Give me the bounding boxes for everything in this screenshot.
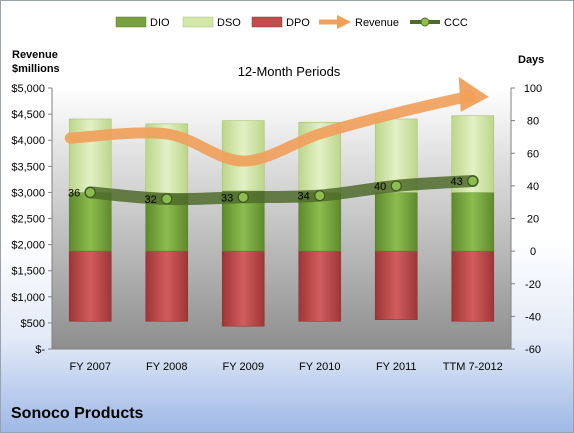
y-right-label: Days: [518, 54, 544, 66]
y-right-tick-label: 100: [524, 83, 542, 95]
y-right-tick-label: 80: [527, 116, 539, 128]
bar-dpo: [298, 250, 342, 322]
legend-label-dpo: DPO: [286, 17, 310, 29]
x-tick-label: FY 2010: [299, 361, 340, 373]
legend-item-dpo: DPO: [251, 16, 310, 29]
legend-label-ccc: CCC: [444, 17, 468, 29]
bar-dio: [374, 192, 418, 252]
y-left-tick-label: $3,500: [11, 161, 45, 173]
y-left-tick-label: $-: [35, 344, 45, 356]
bar-dio: [451, 192, 495, 252]
axes-layer: $- $500 $1,000 $1,500 $2,000 $2,500 $3,000 $3,5…: [11, 83, 542, 373]
company-name: Sonoco Products: [11, 405, 144, 422]
bar-dpo: [374, 250, 418, 320]
y-left-label-line-1: Revenue: [12, 49, 58, 61]
x-tick-label: FY 2009: [223, 361, 264, 373]
x-tick-label: FY 2008: [146, 361, 187, 373]
ccc-data-label: 40: [374, 181, 386, 193]
x-tick-label: FY 2011: [376, 361, 417, 373]
bar-dpo: [145, 250, 189, 322]
bar-dpo: [68, 250, 112, 322]
y-left-tick-label: $5,000: [11, 83, 45, 95]
y-right-tick-label: -60: [525, 344, 541, 356]
ccc-line: [84, 174, 479, 206]
y-left-tick-label: $1,500: [11, 266, 45, 278]
bar-dio: [68, 192, 112, 252]
y-left-tick-label: $2,500: [11, 214, 45, 226]
x-tick-label: FY 2007: [70, 361, 111, 373]
legend-item-ccc: CCC: [410, 17, 468, 29]
y-right-tick-label: -40: [525, 311, 541, 323]
y-right-tick-label: 20: [527, 214, 539, 226]
revenue-line: [64, 90, 477, 167]
y-right-tick-label: 60: [527, 148, 539, 160]
ccc-point: [314, 190, 326, 202]
y-left-tick-label: $4,000: [11, 135, 45, 147]
ccc-data-label: 32: [145, 194, 157, 206]
bars-layer: [68, 115, 495, 327]
y-right-tick-label: 0: [530, 246, 536, 258]
legend-label-dso: DSO: [217, 17, 241, 29]
y-left-label-line-2: $millions: [12, 63, 60, 75]
y-right-tick-label: -20: [525, 279, 541, 291]
x-tick-label: TTM 7-2012: [443, 361, 503, 373]
legend-label-dio: DIO: [150, 17, 170, 29]
y-left-tick-label: $3,000: [11, 187, 45, 199]
y-right-tick-label: 40: [527, 181, 539, 193]
ccc-data-label: 34: [298, 191, 310, 203]
bar-dpo: [451, 250, 495, 322]
ccc-data-label: 33: [221, 192, 233, 204]
plot-area: [52, 88, 511, 349]
y-left-tick-label: $1,000: [11, 292, 45, 304]
ccc-point: [237, 191, 249, 203]
chart-title: 12-Month Periods: [238, 64, 341, 79]
legend-label-revenue: Revenue: [355, 17, 399, 29]
ccc-point: [161, 193, 173, 205]
bar-dpo: [221, 250, 265, 327]
legend-item-dio: DIO: [115, 16, 170, 29]
lines-layer: 36 32 33 34 40 43: [64, 76, 489, 206]
legend-item-revenue: Revenue: [319, 15, 399, 29]
ccc-point: [390, 180, 402, 192]
revenue-arrowhead: [458, 76, 489, 112]
ccc-data-label: 36: [68, 187, 80, 199]
y-left-tick-label: $2,000: [11, 240, 45, 252]
ccc-data-label: 43: [451, 176, 463, 188]
y-left-tick-label: $500: [21, 318, 45, 330]
ccc-point: [84, 186, 96, 198]
legend-item-dso: DSO: [182, 16, 241, 29]
ccc-point: [467, 175, 479, 187]
legend: DIO DSO DPO Revenue CCC: [115, 15, 468, 29]
y-left-tick-label: $4,500: [11, 109, 45, 121]
